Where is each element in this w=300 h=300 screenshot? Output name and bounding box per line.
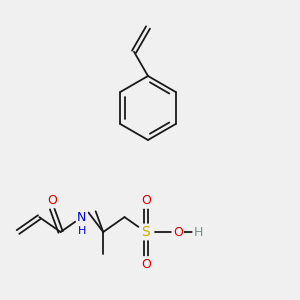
Text: H: H [194, 226, 203, 238]
Text: H: H [78, 226, 86, 236]
Text: N: N [77, 211, 87, 224]
Text: O: O [141, 257, 151, 271]
Text: O: O [47, 194, 57, 207]
Text: O: O [173, 226, 183, 238]
Text: O: O [141, 194, 151, 208]
Text: S: S [141, 225, 150, 239]
